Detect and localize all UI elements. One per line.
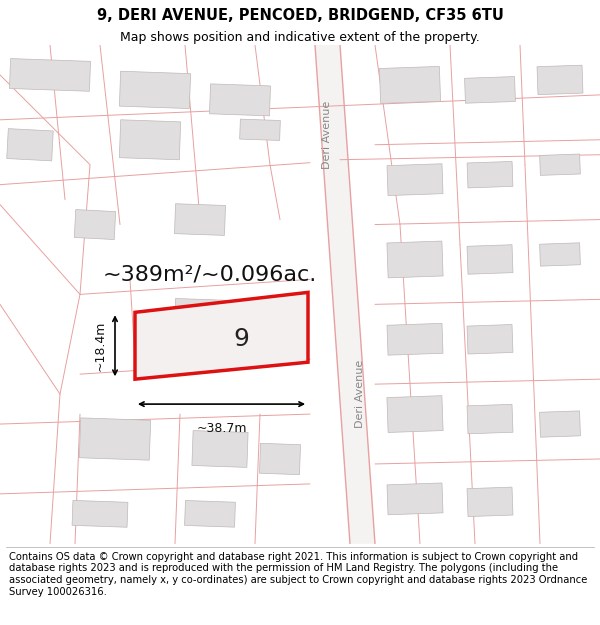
Text: 9: 9	[233, 326, 250, 351]
Polygon shape	[467, 161, 513, 188]
Polygon shape	[387, 241, 443, 278]
Polygon shape	[379, 66, 440, 103]
Text: Contains OS data © Crown copyright and database right 2021. This information is : Contains OS data © Crown copyright and d…	[9, 552, 587, 597]
Polygon shape	[464, 76, 515, 103]
Polygon shape	[467, 404, 513, 434]
Polygon shape	[209, 84, 271, 116]
Polygon shape	[315, 45, 375, 544]
Polygon shape	[10, 59, 91, 91]
Polygon shape	[185, 501, 235, 527]
Text: ~18.4m: ~18.4m	[94, 321, 107, 371]
Text: 9, DERI AVENUE, PENCOED, BRIDGEND, CF35 6TU: 9, DERI AVENUE, PENCOED, BRIDGEND, CF35 …	[97, 8, 503, 23]
Polygon shape	[467, 245, 513, 274]
Polygon shape	[239, 119, 280, 141]
Polygon shape	[175, 299, 226, 330]
Polygon shape	[387, 483, 443, 515]
Polygon shape	[192, 431, 248, 468]
Polygon shape	[387, 323, 443, 355]
Polygon shape	[175, 204, 226, 236]
Polygon shape	[539, 154, 580, 176]
Polygon shape	[259, 443, 301, 474]
Polygon shape	[539, 411, 580, 437]
Text: ~38.7m: ~38.7m	[196, 422, 247, 435]
Text: ~389m²/~0.096ac.: ~389m²/~0.096ac.	[103, 264, 317, 284]
Polygon shape	[387, 396, 443, 432]
Polygon shape	[387, 164, 443, 196]
Polygon shape	[135, 292, 308, 379]
Text: Map shows position and indicative extent of the property.: Map shows position and indicative extent…	[120, 31, 480, 44]
Polygon shape	[119, 120, 181, 160]
Text: Deri Avenue: Deri Avenue	[322, 101, 332, 169]
Text: Deri Avenue: Deri Avenue	[355, 360, 365, 428]
Polygon shape	[539, 243, 580, 266]
Polygon shape	[79, 418, 151, 460]
Polygon shape	[72, 501, 128, 528]
Polygon shape	[74, 209, 116, 239]
Polygon shape	[7, 129, 53, 161]
Polygon shape	[537, 65, 583, 94]
Polygon shape	[467, 487, 513, 517]
Polygon shape	[467, 324, 513, 354]
Polygon shape	[119, 71, 191, 109]
